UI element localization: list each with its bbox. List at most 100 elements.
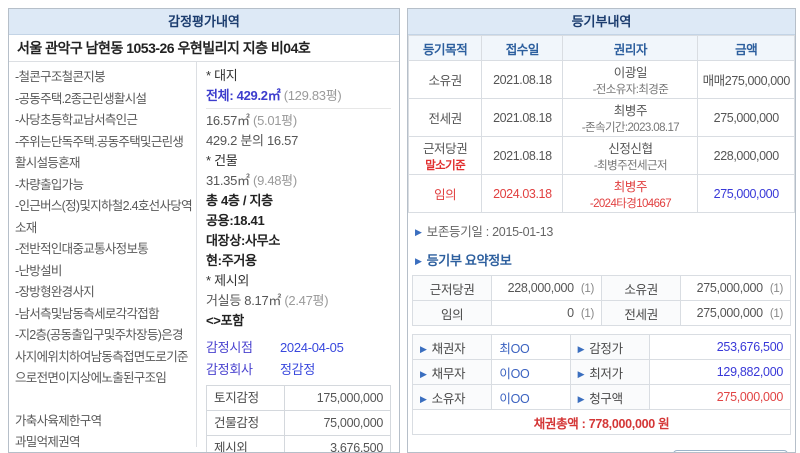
table-row: 채권총액 : 778,000,000 원 [413,410,791,435]
party-label: ▶채권자 [413,335,492,360]
case-party-table: ▶채권자 최OO ▶감정가 253,676,500 ▶채무자 이OO ▶최저가 … [412,334,791,435]
summary-label: 근저당권 [413,276,492,301]
appraisal-row-value: 75,000,000 [285,411,391,436]
appraisal-row-label: 토지감정 [207,386,285,411]
building-area: 31.35㎡ [206,173,250,188]
table-row: 제시외 3,676,500 [207,436,391,453]
appraisal-date-row: 감정시점 2024-04-05 [206,338,391,358]
registry-cell-amount: 275,000,000 [698,99,795,137]
description-line: -난방설비 [15,261,193,283]
extra-section-label: * 제시외 [206,271,391,291]
appraisal-row-label: 건물감정 [207,411,285,436]
table-row: 근저당권 228,000,000(1) 소유권 275,000,000(1) [413,276,791,301]
table-row: 임의 2024.03.18 최병주-2024타경104667 275,000,0… [409,175,795,213]
preservation-date-note: ▶ 보존등기일 : 2015-01-13 [408,213,795,245]
registry-header-row: 등기목적 접수일 권리자 금액 [409,36,795,61]
description-line: -전반적인대중교통사정보통 [15,239,193,261]
ledger-use: 대장상:사무소 [206,231,391,251]
land-total-label: 전체: [206,88,233,103]
preservation-date-text: 보존등기일 : 2015-01-13 [427,225,553,239]
registry-cell-date: 2021.08.18 [482,137,563,175]
triangle-marker-icon: ▶ [415,227,422,237]
appraisal-amount-table: 토지감정 175,000,000 건물감정 75,000,000 제시외 3,6… [206,385,391,453]
price-value: 253,676,500 [649,335,790,360]
building-area-line: 31.35㎡ (9.48평) [206,171,391,191]
price-label: ▶최저가 [570,360,649,385]
description-line: -사당초등학교남서측인근 [15,110,193,132]
land-total-pyeong: (129.83평) [284,88,342,103]
description-line: -차량출입가능 [15,175,193,197]
price-label: ▶감정가 [570,335,649,360]
land-total-line: 전체: 429.2㎡ (129.83평) [206,86,391,109]
property-address: 서울 관악구 남현동 1053-26 우현빌리지 지층 비04호 [9,35,399,62]
table-row: 토지감정 175,000,000 [207,386,391,411]
registry-cell-holder: 최병주-존속기간:2023.08.17 [563,99,698,137]
zone-list: 가축사육제한구역 과밀억제권역 도시지역 상대보호구역 제2종일반주거지역(7층… [15,411,193,453]
registry-cell-purpose: 전세권 [409,99,482,137]
zone-line: 가축사육제한구역 [15,411,193,433]
registry-cell-amount: 275,000,000 [698,175,795,213]
extra-pyeong: (2.47평) [284,293,328,308]
registry-cell-amount: 228,000,000 [698,137,795,175]
triangle-marker-icon: ▶ [578,394,585,404]
summary-value: 275,000,000(1) [681,276,791,301]
summary-label: 소유권 [601,276,680,301]
appraisal-date-label: 감정시점 [206,338,280,358]
land-section-label: * 대지 [206,66,391,86]
total-claim-amount: 채권총액 : 778,000,000 원 [413,410,791,435]
description-line: -주위는단독주택.공동주택및근린생활시설등혼재 [15,132,193,175]
appraisal-row-label: 제시외 [207,436,285,453]
summary-label: 전세권 [601,301,680,326]
price-value: 129,882,000 [649,360,790,385]
appraisal-panel-title: 감정평가내역 [9,9,399,35]
registry-cell-amount: 매매275,000,000 [698,61,795,99]
registry-summary-title: ▶등기부 요약정보 [408,245,795,273]
registry-header-amount: 금액 [698,36,795,61]
registry-cell-date: 2021.08.18 [482,61,563,99]
triangle-marker-icon: ▶ [578,344,585,354]
appraisal-panel: 감정평가내역 서울 관악구 남현동 1053-26 우현빌리지 지층 비04호 … [8,8,400,453]
land-share-line: 16.57㎡ (5.01평) [206,111,391,131]
party-label: ▶소유자 [413,385,492,410]
registry-cell-holder: 이광일-전소유자:최경준 [563,61,698,99]
table-row: 전세권 2021.08.18 최병주-존속기간:2023.08.17 275,0… [409,99,795,137]
common-area: 공용:18.41 [206,211,391,231]
description-line: -남서측및남동측세로각각접함 [15,304,193,326]
party-name: 이OO [492,360,570,385]
party-label: ▶채무자 [413,360,492,385]
registry-cell-date: 2024.03.18 [482,175,563,213]
property-description-list: -철콘구조철콘지붕 -공동주택.2종근린생활시설 -사당초등학교남서측인근 -주… [9,62,197,447]
registry-summary-table: 근저당권 228,000,000(1) 소유권 275,000,000(1) 임… [412,275,791,326]
registry-cell-purpose: 임의 [409,175,482,213]
party-name: 이OO [492,385,570,410]
table-row: 건물감정 75,000,000 [207,411,391,436]
summary-label: 임의 [413,301,492,326]
description-line: -장방형완경사지 [15,282,193,304]
extra-area-line: 거실등 8.17㎡ (2.47평) [206,291,391,311]
appraisal-row-value: 3,676,500 [285,436,391,453]
land-share-area: 16.57㎡ [206,113,250,128]
summary-value: 275,000,000(1) [681,301,791,326]
appraisal-date-value: 2024-04-05 [280,338,344,358]
land-total-value: 429.2㎡ [237,88,281,103]
registry-panel-title: 등기부내역 [408,9,795,35]
extra-note: <>포함 [206,311,391,331]
registry-header-purpose: 등기목적 [409,36,482,61]
registry-table: 등기목적 접수일 권리자 금액 소유권 2021.08.18 이광일-전소유자:… [408,35,795,213]
building-section-label: * 건물 [206,151,391,171]
registry-cell-purpose: 소유권 [409,61,482,99]
appraisal-company-value: 정감정 [280,360,315,380]
party-name: 최OO [492,335,570,360]
table-row: 임의 0(1) 전세권 275,000,000(1) [413,301,791,326]
table-row: ▶채무자 이OO ▶최저가 129,882,000 [413,360,791,385]
price-value: 275,000,000 [649,385,790,410]
registry-cell-date: 2021.08.18 [482,99,563,137]
zone-line: 과밀억제권역 [15,432,193,453]
registry-cell-holder: 최병주-2024타경104667 [563,175,698,213]
registry-header-date: 접수일 [482,36,563,61]
table-row: 소유권 2021.08.18 이광일-전소유자:최경준 매매275,000,00… [409,61,795,99]
current-use: 현:주거용 [206,251,391,271]
land-share-ratio: 429.2 분의 16.57 [206,131,391,151]
